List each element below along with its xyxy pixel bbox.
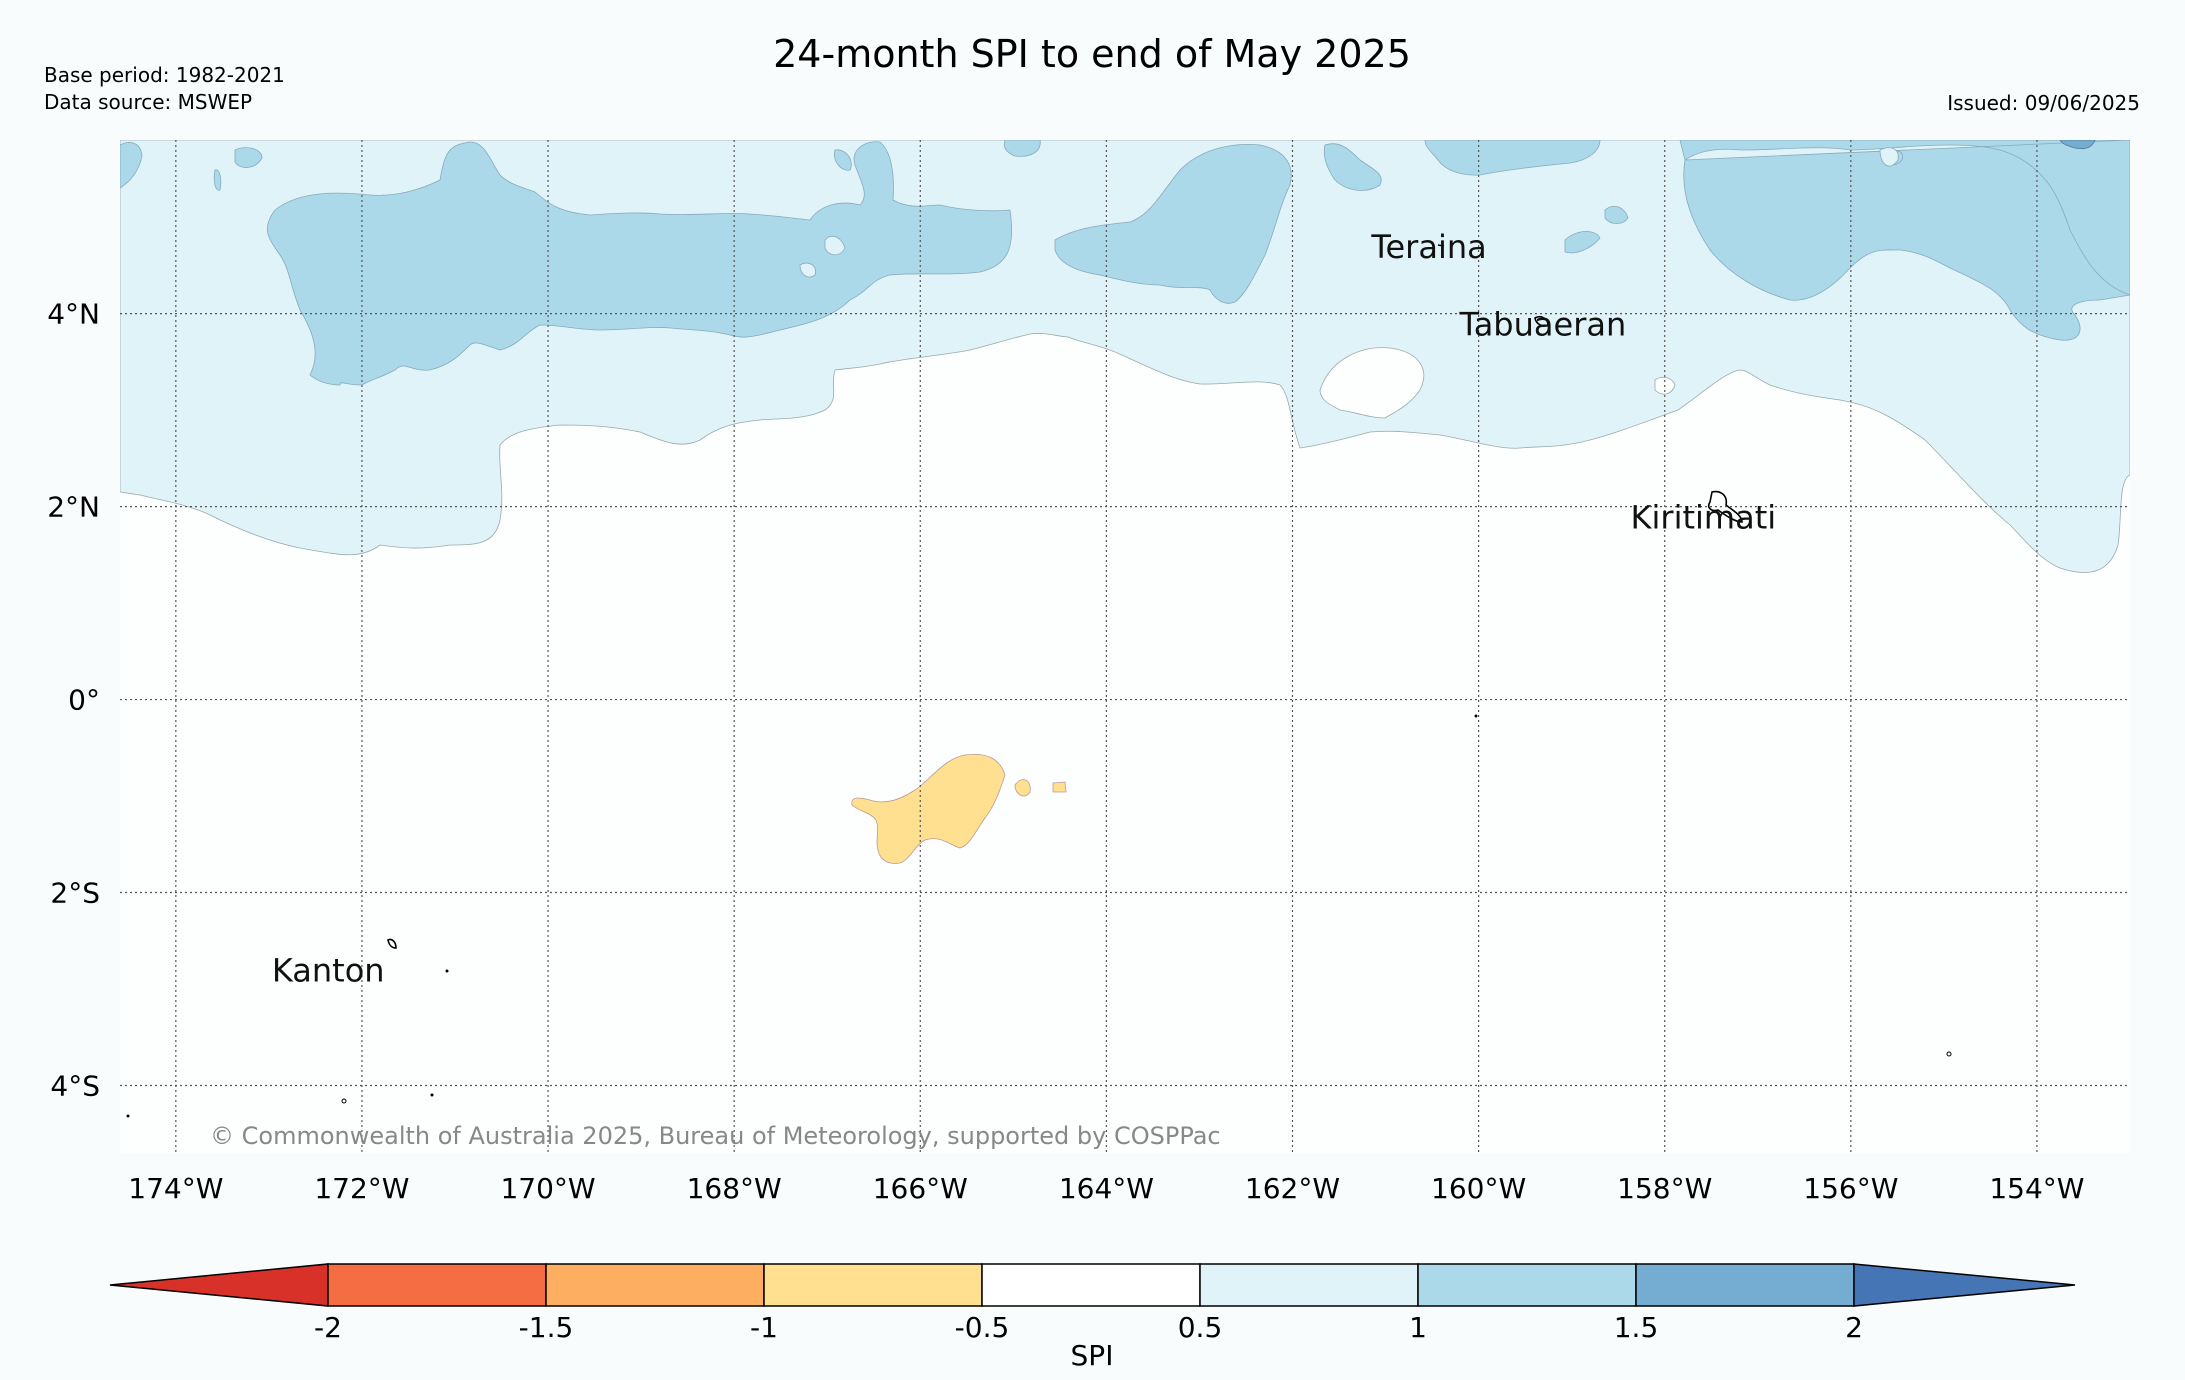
gridlines [120,140,2130,1153]
place-label-kiritimati: Kiritimati [1631,498,1777,536]
data-source-text: Data source: MSWEP [44,90,252,114]
spi-hole-c [1879,147,1899,167]
lon-tick-label: 158°W [1617,1172,1712,1205]
spi-region-1-1.5-small-g [834,149,852,171]
spi-region-1-1.5-east [1679,140,2130,341]
lon-tick-label: 174°W [128,1172,223,1205]
small-island-e [430,1093,434,1097]
colorbar-tick-label: 1.5 [1614,1311,1659,1344]
colorbar-label: SPI [1071,1339,1114,1372]
colorbar-segment [1199,1263,1419,1307]
colorbar-tick-label: -2 [314,1311,342,1344]
colorbar-segment [1417,1263,1637,1307]
small-island-f [126,1114,130,1118]
teraina-island [1437,244,1445,247]
spi-region-1-1.5-small-a [234,147,263,168]
lon-tick-label: 154°W [1989,1172,2084,1205]
lon-tick-label: 166°W [873,1172,968,1205]
copyright-text: © Commonwealth of Australia 2025, Bureau… [210,1122,1221,1150]
lon-tick-label: 164°W [1059,1172,1154,1205]
spi-region-minus1-small-b [1052,781,1067,793]
spi-region-1-1.5-central [1054,144,1292,304]
place-label-tabuaeran: Tabuaeran [1458,305,1626,343]
lon-tick-label: 162°W [1245,1172,1340,1205]
spi-region-1-1.5-small-b [213,169,222,191]
issued-date-text: Issued: 09/06/2025 [1947,91,2140,115]
spi-hole-b [799,262,816,278]
colorbar-tick-label: 2 [1845,1311,1863,1344]
lon-tick-label: 170°W [500,1172,595,1205]
spi-hole-a [824,235,846,256]
tabuaeran-island [1534,315,1549,327]
lon-tick-label: 160°W [1431,1172,1526,1205]
map-area [120,140,2130,1153]
colorbar-segment [763,1263,983,1307]
lon-tick-label: 156°W [1803,1172,1898,1205]
small-island-c [1946,1051,1952,1057]
colorbar-extend-high [1853,1263,2076,1307]
lat-tick-label: 0° [68,684,100,717]
spi-region-minus1-minus0.5 [851,753,1006,864]
colorbar-tick-label: -0.5 [955,1311,1010,1344]
lat-tick-label: 4°N [47,298,100,331]
small-island-b [1474,714,1478,718]
spi-region-1-1.5-small-c [1003,140,1041,157]
spi-region-minus1-small-a [1014,779,1031,797]
colorbar-segment [327,1263,547,1307]
kiritimati-island [1707,490,1743,523]
lat-tick-label: 4°S [50,1069,100,1102]
lon-tick-label: 172°W [314,1172,409,1205]
lat-tick-label: 2°S [50,877,100,910]
spi-region-below-0.5-inset [1319,347,1425,419]
spi-region-1-1.5-west [266,141,1013,386]
colorbar-tick-label: -1 [750,1311,778,1344]
spi-region-1-1.5-small-e [1604,205,1629,225]
colorbar-segment [545,1263,765,1307]
spi-region-1-1.5-small-d [1564,231,1601,254]
map-title: 24-month SPI to end of May 2025 [773,32,1411,76]
small-island-a [445,969,449,973]
lon-tick-label: 168°W [687,1172,782,1205]
longitude-tick-labels: 174°W 172°W 170°W 168°W 166°W 164°W 162°W 160°W… [128,1172,2084,1205]
colorbar-tick-label: -1.5 [519,1311,574,1344]
spi-region-1-1.5-west-edge [120,142,143,189]
small-island-d [341,1098,347,1104]
colorbar-segment [1635,1263,1855,1307]
place-label-kanton: Kanton [272,952,385,990]
colorbar [109,1263,2076,1307]
lat-tick-label: 2°N [47,491,100,524]
base-period-text: Base period: 1982-2021 [44,63,285,87]
colorbar-tick-labels: -2 -1.5 -1 -0.5 0.5 1 1.5 2 [314,1311,1863,1344]
spi-region-1-1.5-central-b [1323,143,1382,191]
colorbar-extend-low [109,1263,329,1307]
colorbar-tick-label: 1 [1409,1311,1427,1344]
colorbar-tick-label: 0.5 [1178,1311,1223,1344]
kanton-island [387,938,397,949]
latitude-tick-labels: 4°N 2°N 0° 2°S 4°S [47,298,100,1103]
spi-region-1.5-2 [2059,140,2096,150]
place-label-teraina: Teraina [1370,228,1486,266]
colorbar-segment [981,1263,1201,1307]
spi-region-1-1.5-central-c [1424,140,1601,176]
